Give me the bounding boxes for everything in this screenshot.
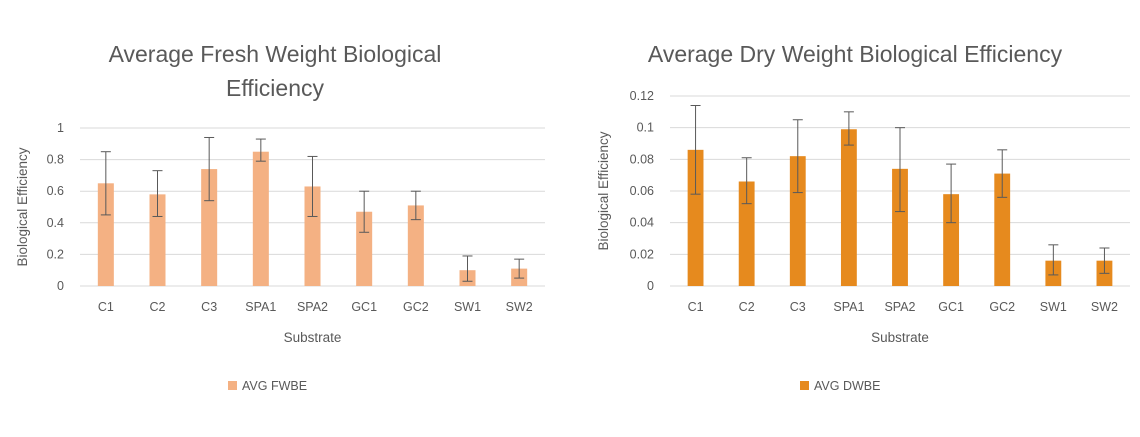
legend-label: AVG DWBE [814,379,880,393]
x-tick-label: SW2 [506,300,533,314]
error-bar-spa2 [895,127,905,213]
x-tick-label: SPA2 [297,300,328,314]
error-bar-c3 [792,119,803,194]
bar-c1 [687,149,704,286]
x-tick-label: C1 [688,300,704,314]
legend-swatch [800,381,809,390]
error-bar-c2 [152,170,163,217]
dry-weight-chart-panel: Average Dry Weight Biological Efficiency… [570,0,1140,437]
y-tick-label: 0.08 [630,152,654,166]
bar-spa2 [892,168,908,286]
error-bar-sw1 [462,255,473,282]
y-tick-label: 0 [57,279,64,293]
bar-c2 [738,181,755,286]
x-tick-label: SW1 [1040,300,1067,314]
y-tick-label: 0 [647,279,654,293]
error-bar-c1 [100,151,111,216]
x-tick-label: SPA1 [245,300,276,314]
x-tick-label: SW2 [1091,300,1118,314]
x-tick-label: C2 [739,300,755,314]
error-bar-sw2 [514,258,525,279]
x-tick-label: GC1 [938,300,964,314]
y-axis-title: Biological Efficiency [15,147,30,266]
legend-label: AVG FWBE [242,379,307,393]
bar-gc2 [994,173,1011,286]
y-axis-title: Biological Efficiency [596,131,611,250]
error-bar-spa2 [307,155,318,217]
legend-swatch [228,381,237,390]
legend: AVG DWBE [800,379,880,393]
bar-spa1 [840,129,857,286]
bar-c2 [149,194,166,286]
y-tick-label: 0.8 [47,153,64,167]
error-bar-c1 [690,105,701,195]
x-tick-label: GC2 [403,300,429,314]
bar-gc1 [943,194,960,286]
bar-gc2 [407,205,424,286]
fresh-weight-chart: Average Fresh Weight Biological Efficienc… [15,41,545,393]
x-tick-label: SPA2 [884,300,915,314]
error-bar-c3 [204,136,215,202]
x-tick-label: GC2 [989,300,1015,314]
y-tick-label: 0.06 [630,184,654,198]
y-tick-label: 1 [57,121,64,135]
y-tick-label: 0.4 [47,216,64,230]
y-tick-label: 0.1 [637,121,654,135]
y-tick-label: 0.2 [47,247,64,261]
bar-spa2 [304,186,321,286]
dry-weight-chart: Average Dry Weight Biological Efficiency… [596,41,1130,393]
bar-c3 [201,169,218,286]
y-tick-label: 0.02 [630,247,654,261]
bar-c1 [97,183,114,286]
x-tick-label: C1 [98,300,114,314]
legend: AVG FWBE [228,379,307,393]
bar-c3 [789,156,806,286]
x-tick-label: SPA1 [833,300,864,314]
error-bar-gc2 [410,190,421,221]
bar-gc1 [356,211,373,286]
error-bar-spa1 [843,111,854,146]
error-bar-c2 [741,157,752,205]
x-axis-title: Substrate [284,330,342,345]
y-tick-label: 0.12 [630,89,654,103]
chart-title: Average Dry Weight Biological Efficiency [648,41,1063,67]
error-bar-gc1 [946,163,957,224]
error-bar-spa1 [255,138,266,162]
x-axis-title: Substrate [871,330,929,345]
x-tick-label: C2 [150,300,166,314]
error-bar-gc1 [359,190,370,233]
x-tick-label: C3 [790,300,806,314]
fresh-weight-chart-panel: Average Fresh Weight Biological Efficienc… [15,41,545,393]
x-tick-label: SW1 [454,300,481,314]
x-tick-label: GC1 [351,300,377,314]
error-bar-sw2 [1099,247,1110,274]
x-tick-label: C3 [201,300,217,314]
bar-spa1 [252,151,269,286]
chart-title: Efficiency [226,75,325,101]
chart-title: Average Fresh Weight Biological [109,41,442,67]
error-bar-gc2 [997,149,1008,198]
error-bar-sw1 [1048,244,1059,276]
y-tick-label: 0.04 [630,216,654,230]
y-tick-label: 0.6 [47,184,64,198]
